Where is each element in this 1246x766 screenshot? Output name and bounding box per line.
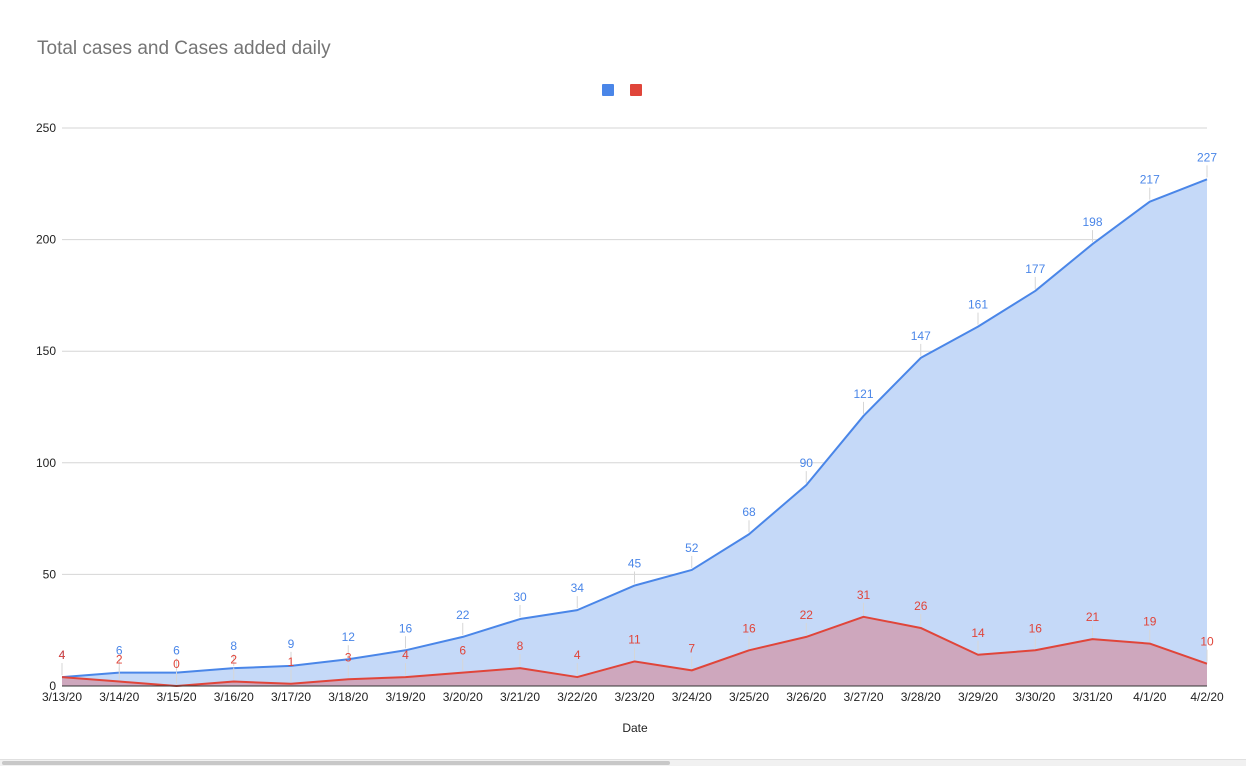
series-2-data-label: 6 [459,644,466,658]
data-labels: 4 6 6 8 9 12162230344552689012114716117719821… [59,150,1217,684]
series-2-data-label: 21 [1086,610,1100,624]
horizontal-scrollbar[interactable] [0,759,1246,766]
y-axis-ticks: 0 50 100 150 200 250 [36,121,56,693]
x-tick-label: 3/16/20 [214,690,254,704]
series-2-area [62,616,1207,686]
series-1-data-label: 6 [116,644,123,658]
series-1-data-label: 68 [742,505,756,519]
series-2-data-label: 16 [742,621,756,635]
series-1-data-label: 45 [628,557,642,571]
x-tick-label: 3/17/20 [271,690,311,704]
series-1-data-label: 217 [1140,173,1160,187]
legend-swatch-series-2 [630,84,642,96]
series-1-data-label: 198 [1082,215,1102,229]
x-axis-ticks: 3/13/20 3/14/20 3/15/20 3/16/20 3/17/20 3/18/… [42,690,1224,704]
series-1-data-label: 121 [853,387,873,401]
x-tick-label: 3/24/20 [672,690,712,704]
series-2-data-label: 26 [914,599,928,613]
y-tick-label: 250 [36,121,56,135]
series-1-area [62,179,1207,686]
series-2-data-label: 3 [345,650,352,664]
x-tick-label: 3/14/20 [99,690,139,704]
series-1-data-label: 90 [800,456,814,470]
x-tick-label: 3/20/20 [443,690,483,704]
series-2-data-label: 1 [288,655,295,669]
x-tick-label: 3/21/20 [500,690,540,704]
x-tick-label: 3/15/20 [156,690,196,704]
series-1-data-label: 12 [342,630,356,644]
y-tick-label: 50 [43,567,57,581]
series-1-data-label: 34 [571,581,585,595]
series-2-data-label: 4 [402,648,409,662]
series-2-data-label: 7 [688,641,695,655]
series-1-data-label: 161 [968,298,988,312]
series-1-data-label: 52 [685,541,699,555]
chart-title: Total cases and Cases added daily [37,38,331,59]
y-tick-label: 200 [36,233,56,247]
y-tick-label: 100 [36,456,56,470]
y-tick-label: 0 [49,679,56,693]
series-2-data-label: 8 [517,639,524,653]
series-2-data-label: 4 [574,648,581,662]
series-2-data-label: 4 [59,648,66,662]
series-lines [61,178,1208,687]
series-2-data-label: 2 [116,653,123,667]
series-1-data-label: 8 [230,639,237,653]
legend-swatch-series-1 [602,84,614,96]
x-tick-label: 3/18/20 [328,690,368,704]
x-tick-label: 4/1/20 [1133,690,1167,704]
series-1-data-label: 4 [59,648,66,662]
series-2-data-label: 10 [1200,635,1214,649]
series-2-data-label: 11 [628,632,641,646]
x-tick-label: 3/23/20 [614,690,654,704]
x-tick-label: 3/19/20 [385,690,425,704]
series-1-data-label: 16 [399,621,413,635]
series-2-data-label: 19 [1143,615,1157,629]
x-tick-label: 3/25/20 [729,690,769,704]
series-1-data-label: 227 [1197,150,1217,164]
y-tick-label: 150 [36,344,56,358]
series-1-data-label: 30 [513,590,527,604]
x-tick-label: 3/30/20 [1015,690,1055,704]
series-1-data-label: 177 [1025,262,1045,276]
x-tick-label: 4/2/20 [1190,690,1224,704]
x-tick-label: 3/26/20 [786,690,826,704]
series-2-line [61,615,1208,687]
series-2-data-label: 22 [800,608,814,622]
series-2-data-label: 0 [173,657,180,671]
series-1-data-label: 147 [911,329,931,343]
series-2-data-label: 14 [971,626,985,640]
scrollbar-thumb[interactable] [2,761,670,765]
series-2-data-label: 2 [230,653,237,667]
series-1-data-label: 9 [288,637,295,651]
series-2-data-label: 31 [857,588,871,602]
legend [602,84,642,96]
series-areas [62,179,1207,686]
x-tick-label: 3/28/20 [901,690,941,704]
series-1-data-label: 22 [456,608,470,622]
x-tick-label: 3/22/20 [557,690,597,704]
x-tick-label: 3/31/20 [1072,690,1112,704]
series-2-data-label: 16 [1029,621,1043,635]
x-tick-label: 3/27/20 [843,690,883,704]
x-axis-title: Date [622,721,648,735]
x-tick-label: 3/29/20 [958,690,998,704]
series-1-line [61,178,1208,679]
series-1-data-label: 6 [173,644,180,658]
x-tick-label: 3/13/20 [42,690,82,704]
